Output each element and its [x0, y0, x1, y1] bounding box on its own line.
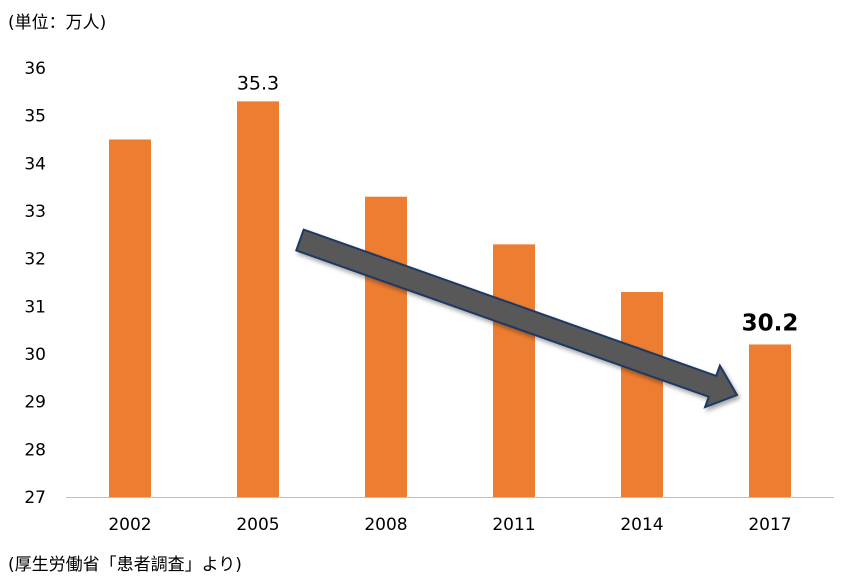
y-tick-label: 32: [24, 250, 46, 270]
bar-2014: [621, 292, 663, 497]
y-tick-label: 36: [24, 59, 46, 79]
source-label: (厚生労働省「患者調査」より): [8, 555, 242, 575]
y-tick-label: 33: [24, 202, 46, 222]
trend-arrow: [295, 228, 739, 409]
x-axis-ticks: 2002 2005 2008 2011 2014 2017: [108, 515, 791, 535]
data-labels: 35.3 30.2: [237, 72, 799, 336]
y-tick-label: 34: [24, 154, 46, 174]
x-tick-label: 2008: [364, 515, 407, 535]
y-tick-label: 30: [24, 345, 46, 365]
bar-2008: [365, 196, 407, 497]
y-tick-label: 27: [24, 488, 46, 508]
bar-2005: [237, 101, 279, 497]
x-tick-label: 2011: [492, 515, 535, 535]
bar-2011: [493, 244, 535, 497]
x-tick-label: 2005: [236, 515, 279, 535]
x-tick-label: 2002: [108, 515, 151, 535]
bar-2017: [749, 344, 791, 497]
unit-label: (単位：万人): [8, 13, 107, 33]
data-label-2005: 35.3: [237, 72, 279, 94]
bars: [109, 101, 791, 497]
bar-2002: [109, 139, 151, 497]
trend-arrow-layer: [295, 228, 739, 409]
y-tick-label: 31: [24, 297, 46, 317]
y-axis-ticks: 36 35 34 33 32 31 30 29 28 27: [24, 59, 46, 508]
data-label-2017: 30.2: [742, 310, 799, 336]
y-tick-label: 28: [24, 440, 46, 460]
x-tick-label: 2014: [620, 515, 663, 535]
x-tick-label: 2017: [748, 515, 791, 535]
y-tick-label: 29: [24, 393, 46, 413]
y-tick-label: 35: [24, 107, 46, 127]
